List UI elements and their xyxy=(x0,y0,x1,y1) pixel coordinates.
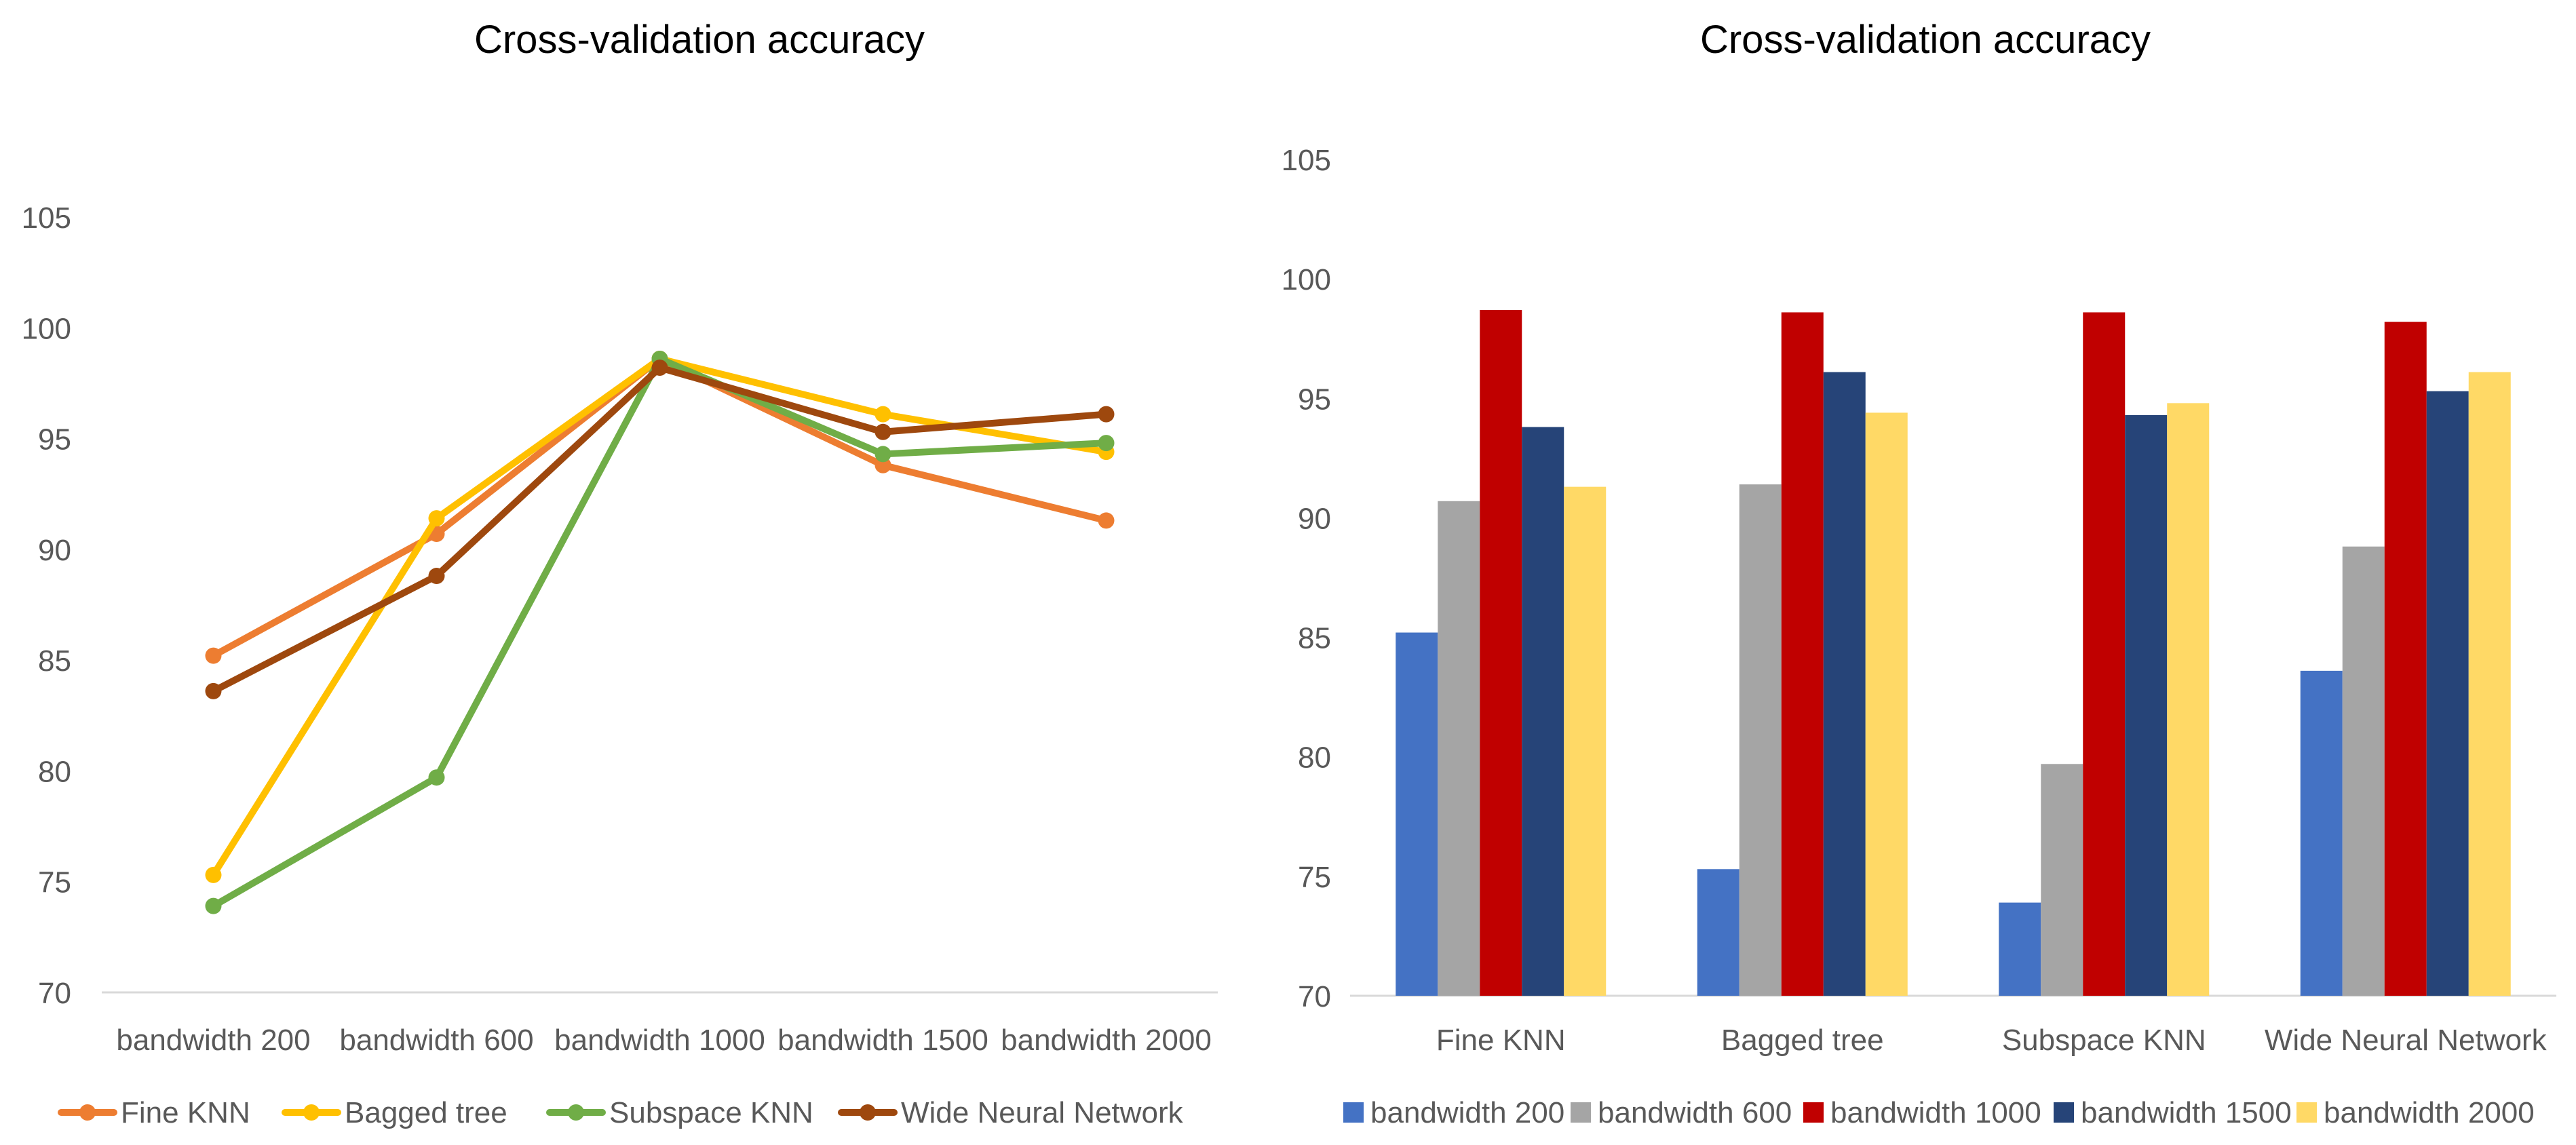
bar-wide-neural-network-bandwidth-200 xyxy=(2300,670,2343,996)
legend-marker-bagged-tree xyxy=(303,1104,320,1121)
x-tick-label: Subspace KNN xyxy=(2002,1024,2206,1057)
legend-label: Subspace KNN xyxy=(609,1096,813,1129)
bar-fine-knn-bandwidth-1500 xyxy=(1522,427,1564,996)
bar-subspace-knn-bandwidth-1500 xyxy=(2125,414,2168,996)
chart-title: Cross-validation accuracy xyxy=(1700,18,2151,62)
bar-fine-knn-bandwidth-600 xyxy=(1438,501,1480,996)
data-point-wide-neural-network xyxy=(428,568,445,585)
legend-label: bandwidth 600 xyxy=(1598,1096,1792,1129)
bar-bagged-tree-bandwidth-200 xyxy=(1697,869,1739,996)
y-tick-label: 105 xyxy=(22,201,71,235)
bar-wide-neural-network-bandwidth-600 xyxy=(2342,546,2385,996)
data-point-subspace-knn xyxy=(1098,435,1115,452)
x-tick-label: Fine KNN xyxy=(1436,1024,1566,1057)
bar-subspace-knn-bandwidth-600 xyxy=(2041,764,2083,996)
legend-swatch-bandwidth-1000 xyxy=(1803,1102,1824,1123)
bar-subspace-knn-bandwidth-2000 xyxy=(2167,403,2210,996)
data-point-subspace-knn xyxy=(874,446,891,463)
legend-label: Fine KNN xyxy=(121,1096,250,1129)
bar-subspace-knn-bandwidth-1000 xyxy=(2083,312,2126,996)
x-tick-label: bandwidth 1000 xyxy=(554,1024,765,1057)
series-line-wide-neural-network xyxy=(210,364,1110,695)
x-tick-label: bandwidth 600 xyxy=(339,1024,533,1057)
legend-swatch-bandwidth-200 xyxy=(1343,1102,1364,1123)
bar-bagged-tree-bandwidth-1500 xyxy=(1823,372,1866,996)
line-chart: Cross-validation accuracy 70 75 80 85 90 95 100… xyxy=(22,18,1218,1129)
y-tick-label: 95 xyxy=(1298,383,1331,416)
y-tick-label: 70 xyxy=(38,977,71,1010)
legend-label: bandwidth 1500 xyxy=(2081,1096,2292,1129)
data-point-wide-neural-network xyxy=(1098,406,1115,423)
legend-marker-wide-neural-network xyxy=(860,1104,876,1121)
bar-bagged-tree-bandwidth-2000 xyxy=(1865,412,1908,996)
y-tick-label: 105 xyxy=(1282,144,1331,177)
data-point-wide-neural-network xyxy=(651,360,668,376)
data-point-fine-knn xyxy=(1098,512,1115,529)
legend-label: Wide Neural Network xyxy=(901,1096,1184,1129)
legend-label: bandwidth 1000 xyxy=(1830,1096,2041,1129)
data-point-bagged-tree xyxy=(205,866,222,883)
data-point-subspace-knn xyxy=(205,897,222,914)
y-tick-label: 70 xyxy=(1298,980,1331,1013)
bar-fine-knn-bandwidth-200 xyxy=(1396,632,1438,996)
data-point-subspace-knn xyxy=(428,769,445,786)
y-tick-label: 85 xyxy=(1298,622,1331,655)
y-tick-label: 80 xyxy=(1298,741,1331,775)
x-tick-label: Bagged tree xyxy=(1721,1024,1884,1057)
data-point-wide-neural-network xyxy=(205,682,222,699)
y-tick-label: 80 xyxy=(38,755,71,788)
data-point-bagged-tree xyxy=(428,510,445,527)
y-tick-label: 75 xyxy=(1298,861,1331,894)
y-tick-label: 95 xyxy=(38,423,71,457)
bar-fine-knn-bandwidth-2000 xyxy=(1564,486,1607,996)
chart-title: Cross-validation accuracy xyxy=(474,18,925,62)
legend-marker-fine-knn xyxy=(79,1104,96,1121)
series-line-bagged-tree xyxy=(210,355,1110,878)
x-tick-label: bandwidth 1500 xyxy=(777,1024,988,1057)
data-point-bagged-tree xyxy=(874,406,891,423)
x-tick-label: Wide Neural Network xyxy=(2265,1024,2548,1057)
data-point-wide-neural-network xyxy=(874,423,891,440)
bar-bagged-tree-bandwidth-1000 xyxy=(1781,312,1824,996)
bar-fine-knn-bandwidth-1000 xyxy=(1480,309,1522,996)
series-line-subspace-knn xyxy=(210,355,1110,910)
legend-swatch-bandwidth-2000 xyxy=(2296,1102,2317,1123)
y-tick-label: 85 xyxy=(38,644,71,678)
bar-wide-neural-network-bandwidth-1500 xyxy=(2426,391,2469,996)
legend-marker-subspace-knn xyxy=(568,1104,584,1121)
bar-bagged-tree-bandwidth-600 xyxy=(1739,484,1782,996)
legend-label: bandwidth 200 xyxy=(1370,1096,1564,1129)
y-tick-label: 90 xyxy=(1298,502,1331,535)
y-tick-label: 90 xyxy=(38,534,71,567)
series-line-fine-knn xyxy=(210,355,1110,659)
bar-wide-neural-network-bandwidth-1000 xyxy=(2384,322,2427,996)
bar-subspace-knn-bandwidth-200 xyxy=(1999,902,2041,996)
bar-wide-neural-network-bandwidth-2000 xyxy=(2468,372,2511,996)
x-tick-label: bandwidth 200 xyxy=(116,1024,310,1057)
legend-label: Bagged tree xyxy=(345,1096,507,1129)
legend-swatch-bandwidth-1500 xyxy=(2054,1102,2074,1123)
legend-label: bandwidth 2000 xyxy=(2324,1096,2535,1129)
data-point-fine-knn xyxy=(205,647,222,664)
y-tick-label: 100 xyxy=(22,312,71,345)
x-tick-label: bandwidth 2000 xyxy=(1001,1024,1212,1057)
bar-chart: Cross-validation accuracy 70 75 80 85 90 95 100… xyxy=(1282,18,2556,1129)
y-tick-label: 100 xyxy=(1282,263,1331,296)
y-tick-label: 75 xyxy=(38,866,71,899)
legend-swatch-bandwidth-600 xyxy=(1571,1102,1591,1123)
